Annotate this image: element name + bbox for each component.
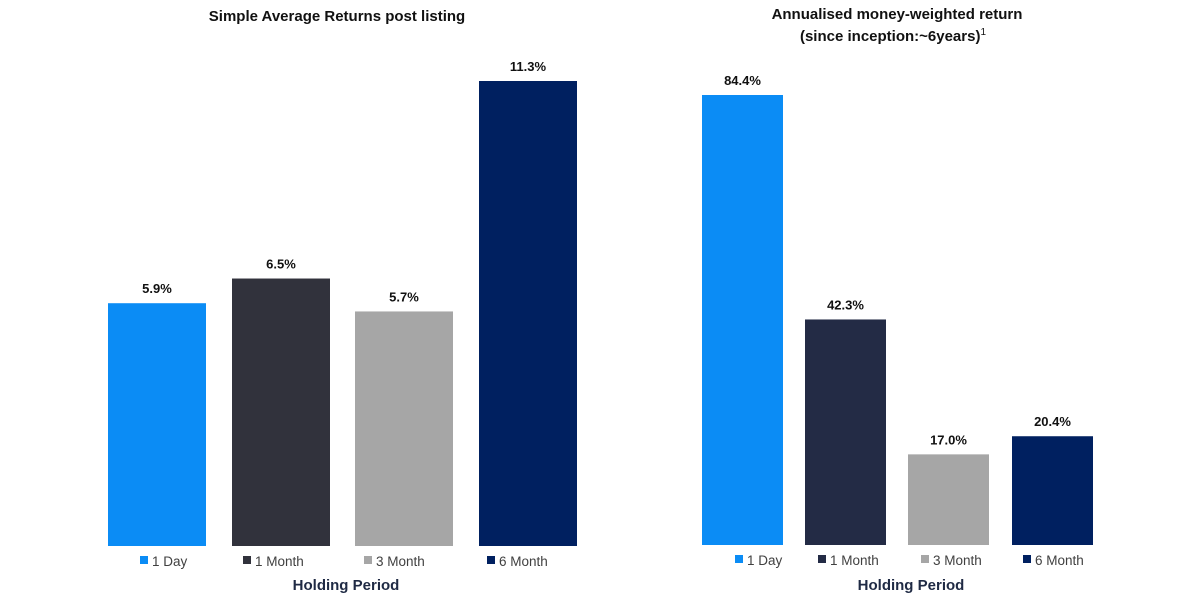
chart-right-legend-label-6-month: 6 Month	[1035, 553, 1084, 568]
chart-left: Simple Average Returns post listing 5.9%…	[108, 8, 577, 594]
chart-right-legend-swatch-6-month	[1023, 555, 1031, 563]
chart-right-legend-swatch-1-month	[818, 555, 826, 563]
chart-left-data-label-6-month: 11.3%	[510, 59, 547, 74]
chart-left-bar-1-day	[108, 303, 206, 546]
chart-right-legend: 1 Day 1 Month 3 Month 6 Month	[735, 553, 1084, 568]
chart-right-subtitle: (since inception:~6years)1	[800, 27, 986, 45]
chart-right-subtitle-superscript: 1	[980, 27, 986, 38]
chart-right-bar-1-month	[805, 319, 886, 545]
chart-left-legend-label-1-month: 1 Month	[255, 554, 304, 569]
chart-left-legend-label-3-month: 3 Month	[376, 554, 425, 569]
chart-right-data-label-1-day: 84.4%	[724, 73, 761, 88]
chart-left-bar-1-month	[232, 278, 330, 546]
chart-left-legend-swatch-6-month	[487, 556, 495, 564]
chart-right-legend-label-3-month: 3 Month	[933, 553, 982, 568]
chart-right-legend-label-1-day: 1 Day	[747, 553, 783, 568]
chart-left-legend-label-1-day: 1 Day	[152, 554, 188, 569]
chart-left-bar-6-month	[479, 81, 577, 546]
chart-right-legend-swatch-3-month	[921, 555, 929, 563]
chart-left-bar-3-month	[355, 311, 453, 546]
chart-right-data-label-6-month: 20.4%	[1034, 414, 1071, 429]
chart-right-x-axis-label: Holding Period	[858, 577, 965, 594]
chart-right-bar-1-day	[702, 95, 783, 545]
chart-right-data-label-1-month: 42.3%	[827, 297, 864, 312]
chart-left-data-label-1-day: 5.9%	[142, 281, 172, 296]
chart-right-title: Annualised money-weighted return	[772, 6, 1023, 23]
chart-right-bar-3-month	[908, 454, 989, 545]
chart-left-x-axis-label: Holding Period	[293, 577, 400, 594]
chart-right-legend-swatch-1-day	[735, 555, 743, 563]
chart-right-bars: 84.4% 42.3% 17.0% 20.4%	[702, 73, 1093, 545]
chart-left-legend-label-6-month: 6 Month	[499, 554, 548, 569]
chart-right: Annualised money-weighted return (since …	[702, 6, 1093, 594]
chart-left-title: Simple Average Returns post listing	[209, 8, 465, 25]
chart-left-legend-swatch-1-month	[243, 556, 251, 564]
chart-left-legend: 1 Day 1 Month 3 Month 6 Month	[140, 554, 548, 569]
chart-right-data-label-3-month: 17.0%	[930, 432, 967, 447]
chart-left-data-label-1-month: 6.5%	[266, 257, 296, 272]
chart-left-bars: 5.9% 6.5% 5.7% 11.3%	[108, 59, 577, 546]
chart-left-legend-swatch-3-month	[364, 556, 372, 564]
chart-right-subtitle-text: (since inception:~6years)	[800, 28, 980, 45]
chart-left-legend-swatch-1-day	[140, 556, 148, 564]
chart-left-data-label-3-month: 5.7%	[389, 289, 419, 304]
chart-right-legend-label-1-month: 1 Month	[830, 553, 879, 568]
chart-right-bar-6-month	[1012, 436, 1093, 545]
